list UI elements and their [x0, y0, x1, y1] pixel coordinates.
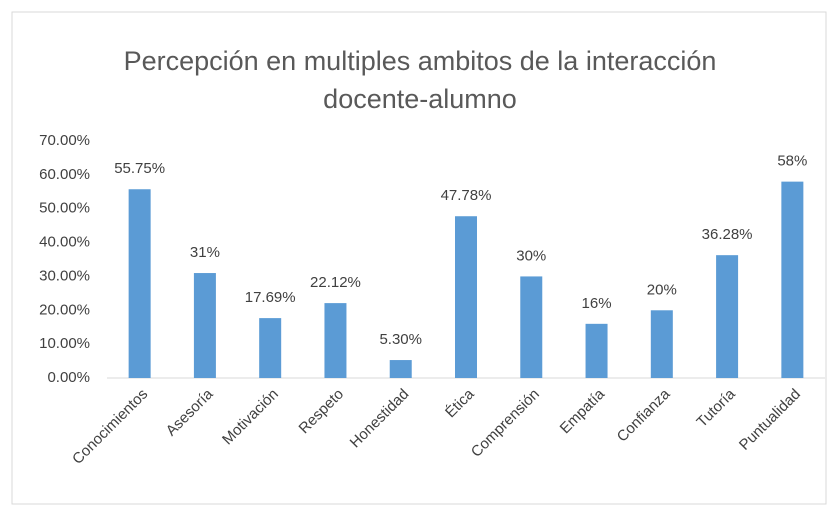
bar: [455, 216, 477, 378]
y-tick-label: 20.00%: [39, 301, 90, 318]
data-label: 22.12%: [310, 274, 361, 291]
bar: [389, 360, 412, 378]
y-tick-label: 50.00%: [39, 200, 90, 217]
data-label: 5.30%: [379, 331, 422, 348]
bar: [520, 276, 543, 378]
data-label: 17.69%: [245, 289, 296, 306]
y-tick-label: 70.00%: [39, 132, 90, 149]
data-label: 31%: [190, 244, 220, 261]
bar: [585, 323, 608, 378]
data-label: 47.78%: [441, 187, 492, 204]
data-label: 30%: [516, 247, 546, 264]
data-label: 36.28%: [702, 226, 753, 243]
y-tick-label: 0.00%: [47, 369, 90, 386]
data-label: 58%: [777, 153, 807, 170]
data-label: 20%: [647, 281, 677, 298]
y-tick-label: 40.00%: [39, 234, 90, 251]
bar: [259, 318, 282, 378]
bar: [193, 273, 216, 378]
y-tick-label: 60.00%: [39, 166, 90, 183]
chart-title: Percepción en multiples ambitos de la in…: [123, 46, 717, 114]
data-label: 55.75%: [114, 160, 165, 177]
y-tick-label: 30.00%: [39, 267, 90, 284]
bar: [781, 181, 804, 378]
data-label: 16%: [582, 295, 612, 312]
y-tick-label: 10.00%: [39, 335, 90, 352]
bar: [650, 310, 673, 378]
bar: [716, 255, 739, 378]
bar: [324, 303, 347, 378]
bar: [128, 189, 151, 378]
